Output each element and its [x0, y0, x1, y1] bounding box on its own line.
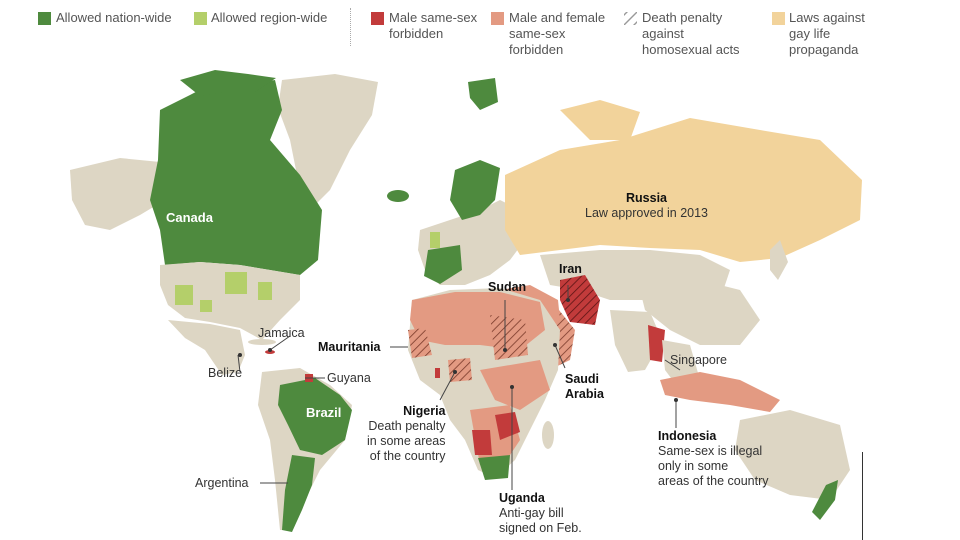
leader-dots — [238, 298, 678, 402]
label-uganda: Uganda Anti-gay bill signed on Feb. — [499, 491, 582, 535]
legend-allowed-swatch — [38, 12, 51, 25]
frame-edge — [862, 452, 863, 540]
legend-male-swatch — [371, 12, 384, 25]
russia-shape — [505, 118, 862, 262]
nigeria-shape — [448, 358, 472, 382]
mexico — [168, 320, 245, 375]
label-mauritania: Mauritania — [318, 340, 381, 354]
us-region-1 — [175, 285, 193, 305]
scandinavia — [450, 160, 500, 220]
namibia-male — [472, 430, 492, 455]
legend-allowed-label: Allowed nation-wide — [56, 10, 172, 25]
madagascar — [542, 421, 554, 449]
label-saudi-arabia: Saudi Arabia — [565, 372, 604, 401]
argentina-shape — [282, 455, 315, 532]
legend-region-label: Allowed region-wide — [211, 10, 328, 25]
myanmar — [648, 325, 665, 362]
zambia-male — [495, 412, 520, 440]
sudan-shape — [490, 315, 528, 360]
legend-propaganda-label: Laws against gay life propaganda — [789, 10, 865, 57]
legend-death-label: Death penalty against homosexual acts — [642, 10, 740, 57]
japan — [770, 240, 788, 280]
legend-region-swatch — [194, 12, 207, 25]
label-singapore: Singapore — [670, 353, 727, 367]
us-region-2 — [225, 272, 247, 294]
new-zealand — [812, 480, 838, 520]
legend-divider — [350, 8, 351, 46]
label-guyana: Guyana — [327, 371, 371, 385]
legend-both-swatch — [491, 12, 504, 25]
china — [640, 280, 760, 345]
label-nigeria: Nigeria Death penalty in some areas of t… — [367, 404, 446, 463]
iran-shape — [560, 275, 600, 325]
us-region-4 — [200, 300, 212, 312]
label-belize: Belize — [208, 366, 243, 380]
label-indonesia: Indonesia Same-sex is illegal only in so… — [658, 429, 769, 488]
uk — [430, 232, 440, 248]
label-brazil: Brazil — [306, 405, 342, 420]
usa — [160, 262, 300, 340]
western-europe — [424, 245, 462, 284]
label-sudan: Sudan — [488, 280, 527, 294]
label-iran: Iran — [559, 262, 582, 276]
arctic-islands — [180, 70, 276, 96]
svalbard — [468, 78, 498, 110]
russia-north — [560, 100, 640, 140]
brazil-shape — [278, 378, 352, 455]
south-africa — [478, 455, 510, 480]
mauritania-shape — [408, 328, 432, 358]
label-russia: Russia Law approved in 2013 — [585, 191, 709, 220]
label-canada: Canada — [166, 210, 213, 225]
iceland — [387, 190, 409, 202]
cuba — [248, 339, 276, 345]
label-jamaica: Jamaica — [258, 326, 305, 340]
legend-death-swatch — [624, 12, 637, 25]
us-region-3 — [258, 282, 272, 300]
legend-male-label: Male same-sex forbidden — [389, 10, 478, 41]
label-argentina: Argentina — [195, 476, 249, 490]
canada-shape — [150, 80, 322, 275]
east-africa — [480, 360, 550, 410]
sierra-leone — [435, 368, 440, 378]
alaska — [70, 158, 165, 230]
legend-propaganda-swatch — [772, 12, 785, 25]
greenland — [278, 74, 378, 210]
indonesia-shape — [660, 372, 780, 412]
leader-lines — [237, 285, 681, 490]
australia — [735, 410, 850, 500]
legend-both-label: Male and female same-sex forbidden — [509, 10, 606, 57]
